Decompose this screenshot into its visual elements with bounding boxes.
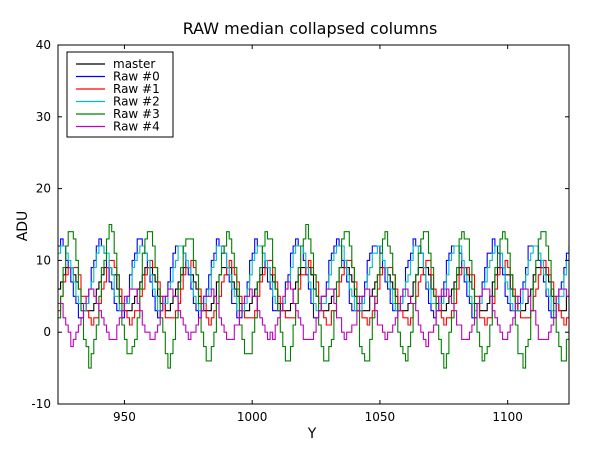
legend-box <box>66 51 174 138</box>
chart-title: RAW median collapsed columns <box>183 19 438 38</box>
y-tick-label: -10 <box>31 397 51 411</box>
x-tick-label: 1050 <box>365 410 396 424</box>
series-line-raw-4 <box>58 281 569 348</box>
legend-label-raw-3: Raw #3 <box>113 107 160 121</box>
legend-label-master: master <box>113 57 155 71</box>
y-axis-label: ADU <box>15 211 31 242</box>
y-tick-label: 0 <box>43 325 51 339</box>
y-tick-label: 20 <box>36 182 51 196</box>
x-tick-label: 950 <box>113 410 136 424</box>
legend-label-raw-2: Raw #2 <box>113 95 160 109</box>
x-tick-label: 1000 <box>237 410 268 424</box>
series-layer <box>58 223 569 369</box>
y-tick-label: 40 <box>36 38 51 52</box>
axes-layer: 950 1000 1050 1100 -10 0 10 20 30 40 <box>31 38 570 424</box>
series-line-raw-0 <box>58 238 569 319</box>
x-tick-label: 1100 <box>492 410 523 424</box>
y-tick-label: 10 <box>36 253 51 267</box>
series-line-raw-3 <box>58 223 569 369</box>
plot-frame <box>57 44 570 405</box>
legend-label-raw-4: Raw #4 <box>113 120 160 134</box>
legend-label-raw-1: Raw #1 <box>113 82 160 96</box>
y-tick-label: 30 <box>36 110 51 124</box>
legend-label-raw-0: Raw #0 <box>113 70 160 84</box>
x-axis-label: Y <box>307 426 317 442</box>
